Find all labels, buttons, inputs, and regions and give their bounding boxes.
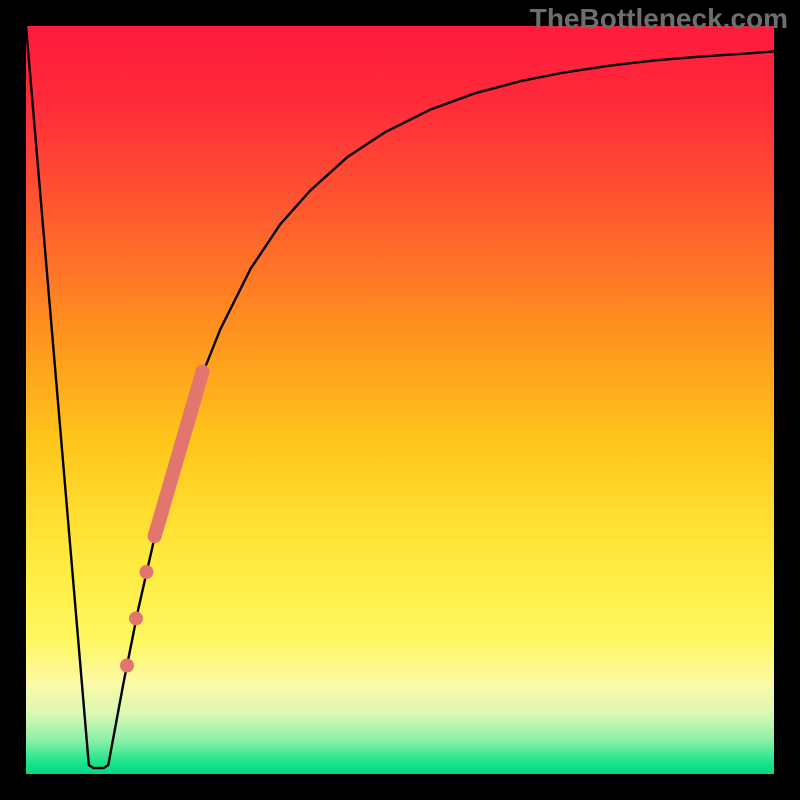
chart-svg: TheBottleneck.com xyxy=(0,0,800,800)
plot-background-gradient xyxy=(26,26,774,774)
highlight-dot xyxy=(139,565,153,579)
highlight-dot xyxy=(129,611,143,625)
watermark-text: TheBottleneck.com xyxy=(530,3,788,34)
highlight-dot xyxy=(120,659,134,673)
chart-stage: TheBottleneck.com xyxy=(0,0,800,800)
